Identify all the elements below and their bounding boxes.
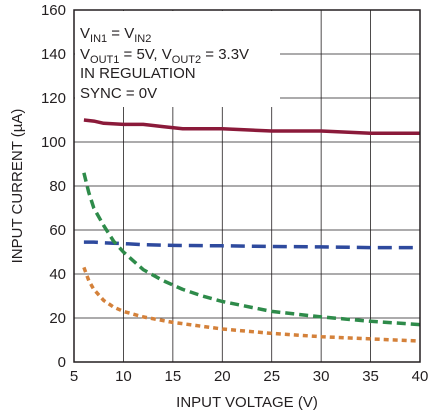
tick-labels: 5 10 15 20 25 30 35 40 0 20 40 60 80 100 120 140 160 [41, 2, 428, 385]
series-line-2 [83, 240, 420, 250]
x-tick-label: 15 [165, 368, 182, 385]
x-tick-label: 40 [412, 368, 429, 385]
annotation: VIN1 = VIN2 VOUT1 = 5V, VOUT2 = 3.3V IN … [80, 25, 249, 102]
y-tick-label: 60 [49, 222, 66, 239]
annotation-line-1: VIN1 = VIN2 [80, 25, 151, 45]
y-tick-label: 100 [41, 134, 66, 151]
series-group [82, 118, 421, 343]
x-tick-label: 35 [362, 368, 379, 385]
y-axis-label: INPUT CURRENT (µA) [9, 109, 26, 264]
series-line-3 [82, 172, 421, 327]
y-tick-label: 120 [41, 90, 66, 107]
annotation-line-4: SYNC = 0V [80, 85, 157, 102]
y-tick-label: 140 [41, 46, 66, 63]
annotation-line-2: VOUT1 = 5V, VOUT2 = 3.3V [80, 46, 249, 66]
x-axis-label: INPUT VOLTAGE (V) [176, 394, 318, 411]
x-tick-label: 5 [70, 368, 78, 385]
y-tick-label: 160 [41, 2, 66, 19]
annotation-line-3: IN REGULATION [80, 65, 196, 82]
y-tick-label: 20 [49, 310, 66, 327]
y-tick-label: 80 [49, 178, 66, 195]
annotation-background [75, 11, 280, 107]
plot-frame [73, 9, 421, 363]
y-tick-label: 0 [58, 354, 66, 371]
series-line-1 [83, 118, 420, 135]
series-line-4 [82, 266, 421, 343]
x-tick-label: 10 [115, 368, 132, 385]
x-tick-label: 20 [214, 368, 231, 385]
x-tick-label: 30 [313, 368, 330, 385]
y-tick-label: 40 [49, 266, 66, 283]
x-tick-label: 25 [263, 368, 280, 385]
